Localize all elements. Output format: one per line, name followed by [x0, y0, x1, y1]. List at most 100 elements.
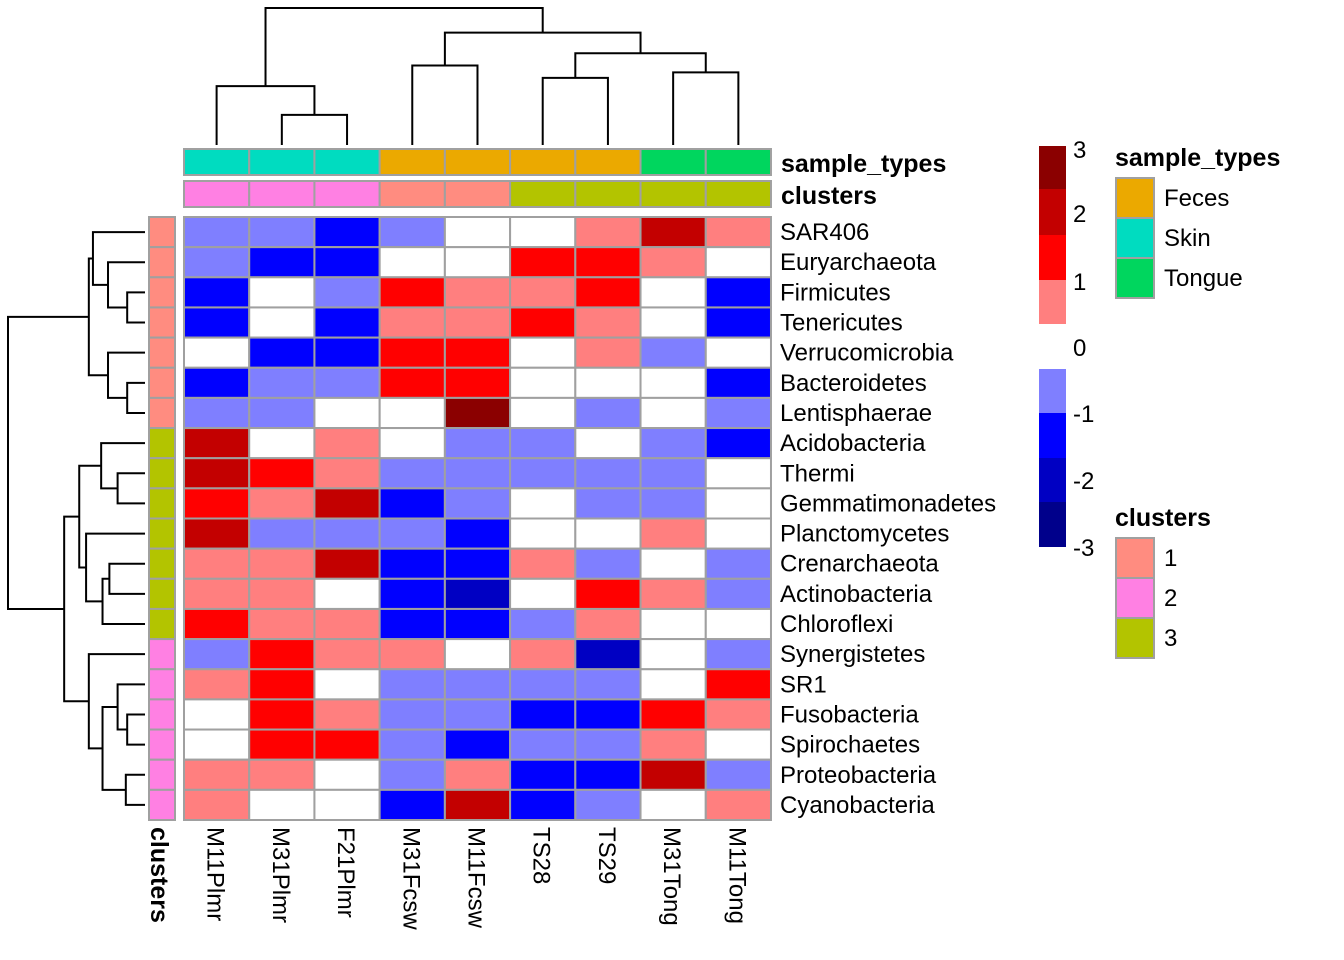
heatmap-cell — [248, 427, 316, 460]
row-cluster-cell — [148, 427, 176, 460]
heatmap-cell — [574, 517, 642, 550]
heatmap-cell — [704, 577, 772, 610]
heatmap-cell — [574, 306, 642, 339]
heatmap-cell — [378, 758, 446, 791]
heatmap-cell — [704, 457, 772, 490]
heatmap-cell — [248, 457, 316, 490]
heatmap-cell — [183, 788, 251, 821]
row-cluster-cell — [148, 306, 176, 339]
column-label: TS28 — [528, 827, 555, 884]
heatmap-cell — [183, 396, 251, 430]
row-label: SR1 — [780, 671, 827, 698]
heatmap-cell — [509, 547, 577, 580]
heatmap-cell — [704, 758, 772, 791]
heatmap-cell — [639, 547, 707, 580]
heatmap-cell — [443, 517, 512, 550]
heatmap-cell — [574, 457, 642, 490]
sample-type-cell — [313, 148, 381, 176]
heatmap-cell — [248, 788, 316, 821]
heatmap-cell — [378, 668, 446, 701]
heatmap-cell — [248, 668, 316, 701]
heatmap-cell — [313, 306, 381, 339]
heatmap-cell — [248, 276, 316, 309]
row-cluster-cell — [148, 517, 176, 550]
heatmap-cell — [704, 216, 772, 249]
sample-type-cell — [509, 148, 577, 176]
row-cluster-cell — [148, 728, 176, 761]
heatmap-cell — [313, 396, 381, 430]
row-label: Thermi — [780, 460, 855, 487]
row-labels: SAR406 Euryarchaeota Firmicutes Tenericutes… — [780, 219, 996, 819]
heatmap-cell — [639, 366, 707, 399]
column-label: M31Tong — [658, 827, 685, 926]
heatmap-cell — [443, 668, 512, 701]
color-scale-legend: 3 2 1 0 -1 -2 -3 — [1039, 137, 1094, 562]
heatmap-cell — [378, 246, 446, 279]
heatmap-cell — [639, 728, 707, 761]
heatmap-cell — [574, 336, 642, 369]
heatmap-cell — [248, 698, 316, 731]
legend-item-label: Skin — [1164, 225, 1211, 252]
row-cluster-cell — [148, 216, 176, 249]
heatmap-cell — [248, 216, 316, 249]
row-label: Verrucomicrobia — [780, 340, 954, 367]
heatmap-cell — [378, 336, 446, 369]
heatmap-cell — [313, 276, 381, 309]
heatmap-cell — [378, 457, 446, 490]
row-cluster-cell — [148, 668, 176, 701]
color-scale-tick-label: -1 — [1073, 401, 1094, 428]
heatmap-cell — [704, 517, 772, 550]
heatmap-cell — [639, 306, 707, 339]
heatmap-cell — [509, 728, 577, 761]
legend-swatch — [1115, 177, 1155, 219]
heatmap-cell — [443, 336, 512, 369]
legend-sample-types: sample_types Feces Skin Tongue — [1115, 144, 1280, 299]
heatmap-cell — [183, 758, 251, 791]
heatmap-cell — [313, 517, 381, 550]
heatmap-cell — [378, 366, 446, 399]
heatmap-cell — [183, 577, 251, 610]
heatmap-cell — [639, 607, 707, 641]
legend-swatch — [1115, 257, 1155, 299]
column-dendrogram — [215, 7, 740, 145]
heatmap-cell — [704, 396, 772, 430]
column-cluster-cell — [574, 180, 642, 208]
heatmap-cell — [313, 607, 381, 641]
column-cluster-cell — [639, 180, 707, 208]
heatmap-cell — [574, 396, 642, 430]
row-cluster-cell — [148, 547, 176, 580]
heatmap-cell — [313, 336, 381, 369]
color-scale-tick-label: 2 — [1073, 201, 1086, 228]
heatmap-cell — [313, 668, 381, 701]
heatmap-cell — [574, 638, 642, 671]
heatmap-cell — [443, 276, 512, 309]
row-label: Spirochaetes — [780, 732, 920, 759]
heatmap-cell — [443, 638, 512, 671]
heatmap-cell — [183, 246, 251, 279]
heatmap-cell — [509, 216, 577, 249]
sample-type-cell — [183, 148, 251, 176]
row-cluster-cell — [148, 788, 176, 821]
heatmap-cell — [183, 366, 251, 399]
heatmap-cell — [248, 336, 316, 369]
row-cluster-cell — [148, 276, 176, 309]
heatmap-cell — [509, 427, 577, 460]
heatmap-cell — [704, 698, 772, 731]
heatmap-cell — [378, 276, 446, 309]
heatmap-cell — [509, 457, 577, 490]
heatmap-cell — [248, 577, 316, 610]
legend-item-label: 3 — [1164, 625, 1177, 652]
column-label: M31Plmr — [267, 827, 294, 923]
column-dendrogram-branches — [215, 7, 740, 145]
heatmap-cell — [183, 638, 251, 671]
row-label: Synergistetes — [780, 641, 925, 668]
heatmap-cell — [183, 517, 251, 550]
color-scale-swatch — [1039, 458, 1066, 502]
heatmap-cell — [313, 788, 381, 821]
heatmap-cell — [509, 517, 577, 550]
row-label: Euryarchaeota — [780, 249, 937, 276]
heatmap-cell — [313, 457, 381, 490]
heatmap-grid — [183, 216, 772, 821]
heatmap-cell — [443, 216, 512, 249]
